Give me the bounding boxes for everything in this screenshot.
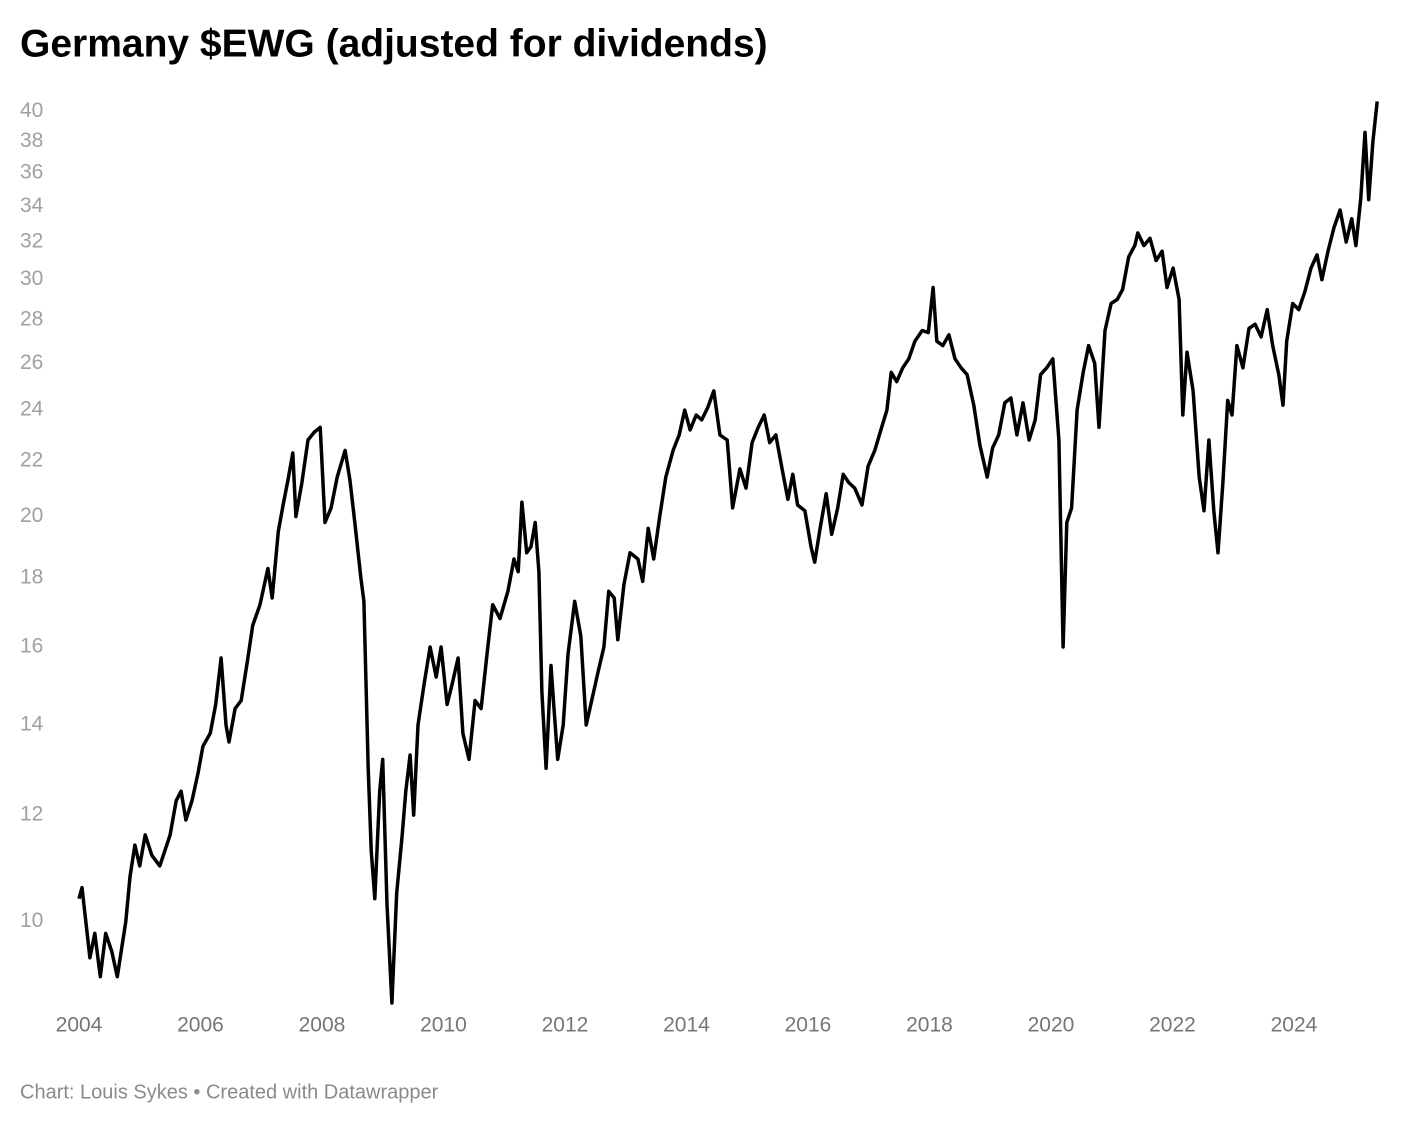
x-tick-label: 2022 [1149,1014,1196,1037]
y-tick-label: 26 [20,351,43,374]
y-tick-label: 12 [20,803,43,826]
x-tick-label: 2018 [906,1014,953,1037]
x-tick-label: 2006 [177,1014,224,1037]
y-tick-label: 10 [20,909,43,932]
y-tick-label: 30 [20,267,43,290]
x-tick-label: 2004 [56,1014,103,1037]
x-tick-label: 2010 [420,1014,467,1037]
x-tick-label: 2024 [1271,1014,1318,1037]
x-tick-label: 2012 [542,1014,589,1037]
x-tick-label: 2008 [299,1014,346,1037]
y-tick-label: 20 [20,504,43,527]
price-line [77,101,1379,1005]
y-tick-label: 32 [20,230,43,253]
x-tick-label: 2014 [663,1014,710,1037]
y-tick-label: 34 [20,194,44,217]
x-tick-label: 2016 [785,1014,832,1037]
x-tick-label: 2020 [1028,1014,1075,1037]
footer: Chart: Louis Sykes • Created with Datawr… [20,1081,439,1103]
chart-title: Germany $EWG (adjusted for dividends) [20,22,768,65]
y-tick-label: 18 [20,566,43,589]
y-tick-label: 16 [20,635,43,658]
y-tick-label: 14 [20,713,44,736]
y-tick-label: 40 [20,99,43,122]
y-tick-label: 22 [20,448,43,471]
y-tick-label: 24 [20,398,44,421]
y-tick-label: 28 [20,308,43,331]
y-tick-label: 38 [20,129,43,152]
y-tick-label: 36 [20,161,43,184]
